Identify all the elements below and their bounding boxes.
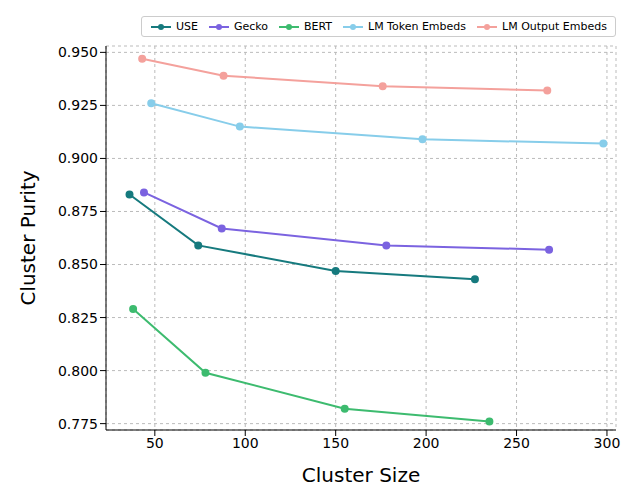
svg-text:200: 200 — [413, 435, 440, 451]
svg-text:0.875: 0.875 — [58, 203, 98, 219]
html-text:Gecko: Gecko — [233, 20, 268, 33]
svg-text:150: 150 — [322, 435, 349, 451]
svg-text:0.850: 0.850 — [58, 256, 98, 272]
svg-text:Cluster Size: Cluster Size — [302, 463, 420, 487]
svg-text:0.775: 0.775 — [58, 416, 98, 432]
svg-text:0.925: 0.925 — [58, 97, 98, 113]
html-text:LM Output Embeds: LM Output Embeds — [502, 20, 607, 33]
svg-text:0.950: 0.950 — [58, 44, 98, 60]
html-text:BERT: BERT — [303, 20, 332, 33]
html-text:LM Token Embeds: LM Token Embeds — [368, 20, 466, 33]
svg-text:0.900: 0.900 — [58, 150, 98, 166]
svg-text:300: 300 — [594, 435, 621, 451]
svg-text:250: 250 — [503, 435, 530, 451]
svg-text:50: 50 — [146, 435, 164, 451]
svg-text:0.800: 0.800 — [58, 363, 98, 379]
svg-text:0.825: 0.825 — [58, 310, 98, 326]
svg-text:Cluster Purity: Cluster Purity — [16, 170, 40, 305]
svg-text:100: 100 — [232, 435, 259, 451]
html-text:USE: USE — [175, 20, 198, 33]
